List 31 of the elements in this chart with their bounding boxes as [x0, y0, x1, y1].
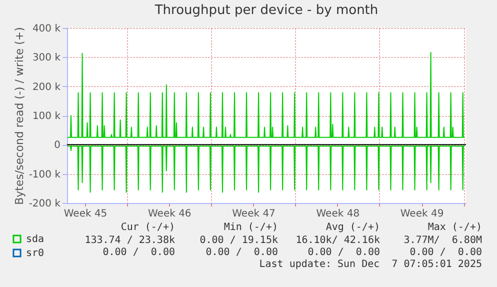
text: Avg (-/+)	[326, 222, 380, 233]
text: Max (-/+)	[428, 222, 482, 233]
text: 0.00 / 0.00	[308, 247, 380, 258]
chart-title: Throughput per device - by month	[154, 3, 378, 18]
y-tick-label: 400 k	[32, 24, 61, 34]
y-axis-title: Bytes/second read (-) / write (+)	[12, 27, 26, 205]
text: Cur (-/+)	[120, 222, 175, 233]
x-tick-label: Week 46	[148, 208, 192, 220]
y-tick-label: -200 k	[28, 198, 61, 210]
x-tick-label: Week 48	[316, 208, 360, 220]
text: 3.77M/ 6.80M	[404, 235, 482, 246]
y-tick-label: 300 k	[32, 52, 61, 64]
y-tick-label: -100 k	[28, 169, 61, 180]
text: 0.00 / 19.15k	[200, 235, 278, 246]
legend-label: sr0	[26, 248, 44, 259]
y-tick-label: 200 k	[32, 82, 61, 93]
line-series	[67, 146, 466, 193]
text: 133.74 / 23.38k	[84, 235, 175, 246]
text: 0.00 / 0.00	[410, 247, 482, 258]
text: Min (-/+)	[224, 222, 278, 233]
legend-label: sda	[26, 234, 44, 245]
x-tick-label: Week 49	[400, 208, 444, 220]
x-tick-label: Week 47	[232, 208, 276, 220]
y-tick-label: 100 k	[32, 111, 61, 122]
line-series	[67, 52, 466, 138]
text: 0.00 / 0.00	[206, 247, 278, 258]
x-tick-label: Week 45	[64, 208, 108, 220]
text: Last update: Sun Dec 7 07:05:01 2025	[259, 259, 482, 270]
text: 16.10k/ 42.16k	[296, 235, 380, 246]
y-tick-label: 0	[54, 140, 60, 152]
text: 0.00 / 0.00	[102, 247, 175, 258]
